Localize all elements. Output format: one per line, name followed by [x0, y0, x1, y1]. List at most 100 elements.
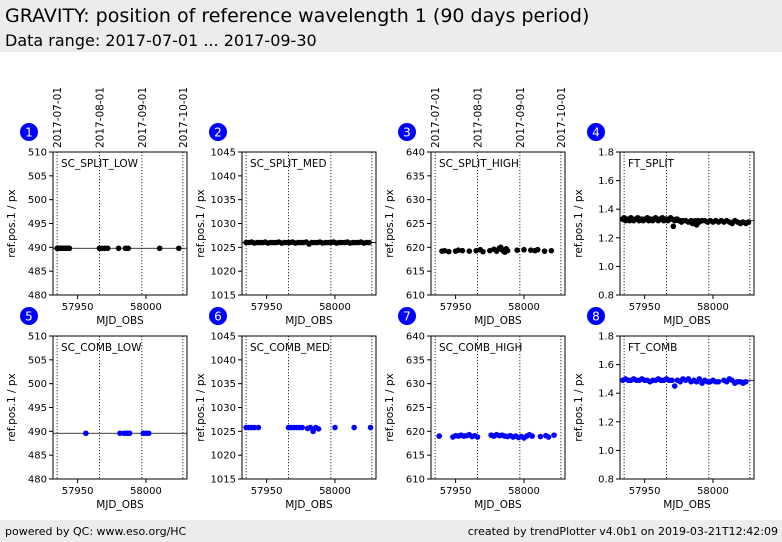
x-tick-label: 58000	[508, 302, 540, 313]
data-point	[83, 430, 89, 437]
panel-title: FT_COMB	[628, 342, 677, 354]
y-tick-label: 1015	[211, 475, 236, 486]
data-point	[669, 377, 675, 384]
y-tick-label: 1030	[211, 219, 236, 230]
y-tick-label: 1.6	[598, 176, 614, 187]
data-point	[696, 376, 703, 382]
panel-number: 6	[214, 310, 222, 324]
y-tick-label: 1035	[211, 379, 236, 390]
date-tick-label: 2017-09-01	[137, 87, 149, 148]
panel-6: 1015 1020 1025 1030 1035 1040 1045 57950 58000 MJ…	[195, 307, 377, 511]
panel-number: 5	[25, 310, 33, 324]
data-point	[537, 433, 544, 440]
y-axis-label: ref.pos.1 / px	[384, 373, 396, 442]
data-point	[541, 248, 548, 254]
y-tick-label: 615	[406, 267, 425, 278]
panel-number-badge	[398, 307, 416, 325]
x-tick-label: 58000	[508, 486, 540, 497]
panel-number-badge	[587, 307, 605, 325]
date-tick-label: 2017-07-01	[52, 87, 64, 148]
data-point	[251, 424, 258, 431]
y-tick-label: 1.0	[598, 262, 614, 273]
panel-number: 3	[403, 126, 411, 140]
footer-bar: powered by QC: www.eso.org/HC created by…	[0, 520, 782, 542]
data-point	[351, 424, 357, 431]
panel-2: 1015 1020 1025 1030 1035 1040 1045 57950 58000 MJ…	[195, 123, 377, 327]
data-point	[529, 433, 535, 439]
data-point	[126, 430, 133, 437]
data-point	[745, 219, 752, 225]
data-point	[332, 424, 338, 431]
data-point	[742, 378, 749, 385]
y-axis-label: ref.pos.1 / px	[6, 373, 18, 442]
data-point	[145, 430, 152, 437]
y-tick-label: 0.8	[598, 475, 614, 486]
x-tick-label: 57950	[629, 486, 661, 497]
x-tick-label: 57950	[629, 302, 661, 313]
y-tick-label: 485	[28, 451, 47, 462]
x-tick-label: 58000	[319, 486, 351, 497]
data-point	[315, 426, 322, 432]
panel-number-badge	[20, 123, 38, 141]
data-point	[66, 245, 73, 252]
page-title: GRAVITY: position of reference wavelengt…	[5, 5, 590, 27]
date-tick-label: 2017-09-01	[515, 87, 527, 148]
y-tick-label: 0.8	[598, 291, 614, 302]
y-tick-label: 1.0	[598, 446, 614, 457]
x-axis-label: MJD_OBS	[474, 315, 522, 327]
y-axis-label: ref.pos.1 / px	[195, 189, 207, 258]
y-tick-label: 485	[28, 267, 47, 278]
y-tick-label: 1045	[211, 332, 236, 343]
plot-frame	[619, 335, 755, 480]
data-point	[514, 247, 520, 253]
y-tick-label: 505	[28, 355, 47, 366]
data-point	[436, 433, 443, 439]
y-tick-label: 1040	[211, 355, 236, 366]
x-axis-label: MJD_OBS	[285, 499, 333, 511]
data-point	[156, 245, 163, 252]
x-axis-label: MJD_OBS	[663, 315, 711, 327]
plot-frame	[241, 151, 377, 296]
y-tick-label: 1.2	[598, 233, 614, 244]
y-tick-label: 625	[406, 403, 425, 414]
y-tick-label: 495	[28, 403, 47, 414]
data-point	[125, 245, 132, 252]
x-tick-label: 58000	[130, 486, 162, 497]
x-tick-label: 58000	[319, 302, 351, 313]
y-tick-label: 490	[28, 243, 47, 254]
data-point	[521, 246, 527, 253]
y-tick-label: 1015	[211, 291, 236, 302]
y-tick-label: 1040	[211, 171, 236, 182]
panel-8: 0.8 1.0 1.2 1.4 1.6 1.8 57950 58000 MJD_OBS ref.p…	[573, 307, 755, 511]
plot-frame	[52, 335, 188, 480]
panel-title: SC_COMB_HIGH	[439, 342, 522, 354]
y-axis-label: ref.pos.1 / px	[6, 189, 18, 258]
panel-number: 2	[214, 126, 222, 140]
y-tick-label: 620	[406, 243, 425, 254]
panel-number: 7	[403, 310, 411, 324]
panel-title: SC_COMB_MED	[250, 342, 330, 354]
x-axis-label: MJD_OBS	[474, 499, 522, 511]
data-point	[466, 248, 473, 254]
y-tick-label: 610	[406, 475, 425, 486]
x-tick-label: 57950	[62, 302, 94, 313]
data-point	[445, 248, 452, 255]
footer-created: created by trendPlotter v4.0b1 on 2019-0…	[467, 525, 778, 538]
panel-title: FT_SPLIT	[628, 158, 674, 170]
data-point	[548, 247, 555, 254]
y-tick-label: 625	[406, 219, 425, 230]
x-axis-label: MJD_OBS	[285, 315, 333, 327]
x-axis-label: MJD_OBS	[663, 499, 711, 511]
data-point	[504, 247, 511, 254]
date-tick-label: 2017-08-01	[472, 87, 484, 148]
y-tick-label: 1020	[211, 451, 236, 462]
y-tick-label: 1.2	[598, 417, 614, 428]
y-tick-label: 505	[28, 171, 47, 182]
panel-number-badge	[587, 123, 605, 141]
y-axis-label: ref.pos.1 / px	[195, 373, 207, 442]
data-point	[115, 245, 122, 252]
page-subtitle: Data range: 2017-07-01 ... 2017-09-30	[5, 31, 317, 50]
data-point	[670, 223, 677, 230]
y-tick-label: 620	[406, 427, 425, 438]
